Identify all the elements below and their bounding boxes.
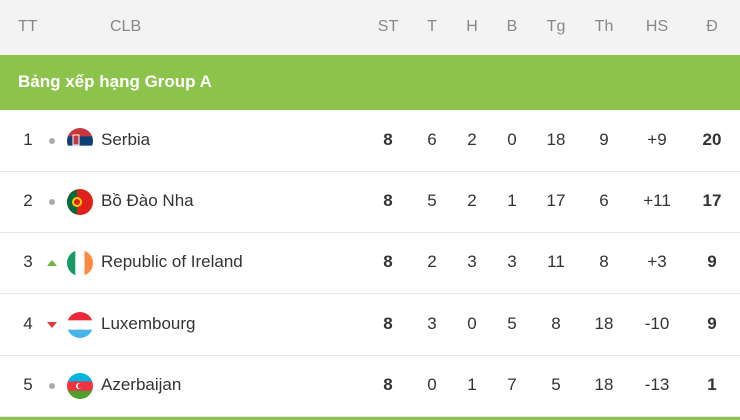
stat-cell: 8 (383, 252, 393, 272)
stat-cell: -13 (644, 374, 670, 394)
group-title: Bảng xếp hạng Group A (18, 72, 212, 91)
team-name: Republic of Ireland (101, 252, 243, 272)
stat-cell: 0 (507, 130, 517, 149)
column-header: TT (18, 18, 38, 35)
rank: 3 (23, 252, 33, 272)
column-header: Th (594, 18, 614, 35)
stat-cell: 2 (467, 191, 477, 211)
stat-cell: 2 (427, 252, 437, 272)
stat-cell: 0 (427, 374, 437, 394)
column-header: Đ (706, 18, 718, 35)
stat-cell: 2 (467, 130, 477, 149)
stat-cell: -10 (644, 313, 670, 333)
group-bar: Bảng xếp hạng Group A (0, 55, 740, 110)
stat-cell: 8 (383, 313, 393, 333)
stat-cell: 9 (707, 252, 717, 272)
team-name: Azerbaijan (101, 374, 182, 394)
column-header: H (466, 18, 478, 35)
rank: 2 (23, 191, 33, 211)
table-row: 5 Azerbaijan 8 0 1 7 5 18 -13 1 (0, 355, 740, 417)
stat-cell: 9 (707, 313, 717, 333)
stat-cell: 1 (507, 191, 517, 211)
stat-cell: 3 (467, 252, 477, 272)
stat-cell: 5 (507, 313, 517, 333)
stat-cell: 3 (427, 313, 437, 333)
stat-cell: 1 (707, 374, 717, 394)
team-name: Serbia (101, 130, 151, 149)
team-flag (67, 128, 93, 154)
stat-cell: 8 (551, 313, 561, 333)
column-header: Tg (546, 18, 566, 35)
column-header: ST (377, 18, 399, 35)
rank: 1 (23, 130, 33, 149)
bottom-line (0, 416, 740, 420)
stat-cell: +11 (643, 191, 671, 211)
stat-cell: 7 (507, 374, 517, 394)
stat-cell: +3 (647, 252, 667, 272)
stat-cell: 8 (383, 191, 393, 211)
table-row: 4 Luxembourg 8 3 0 5 8 18 -10 9 (0, 294, 740, 356)
stat-cell: +9 (647, 130, 667, 149)
team-flag (67, 189, 93, 216)
stat-cell: 20 (702, 130, 722, 149)
trend-icon (47, 321, 57, 328)
stat-cell: 8 (599, 252, 609, 272)
team-flag (67, 372, 93, 399)
team-name: Luxembourg (101, 313, 196, 333)
stat-cell: 11 (547, 252, 565, 272)
stat-cell: 17 (702, 191, 722, 211)
stat-cell: 18 (594, 374, 614, 394)
column-header: B (506, 18, 518, 35)
trend-icon (47, 260, 57, 267)
rank: 4 (23, 313, 33, 333)
stat-cell: 5 (551, 374, 561, 394)
column-header: CLB (110, 18, 142, 35)
stat-cell: 5 (427, 191, 437, 211)
table-row: 1 Serbia 8 6 2 0 18 9 +9 20 (0, 110, 740, 172)
team-flag (67, 250, 93, 277)
column-header: T (427, 18, 437, 35)
stat-cell: 8 (383, 130, 393, 149)
trend-icon (49, 138, 55, 144)
table-header: TT CLB ST T H B Tg Th HS Đ (0, 0, 740, 55)
rank: 5 (23, 374, 33, 394)
stat-cell: 6 (427, 130, 437, 149)
trend-icon (49, 199, 55, 206)
stat-cell: 8 (383, 374, 393, 394)
column-header: HS (645, 18, 669, 35)
team-flag (67, 311, 93, 338)
trend-icon (49, 382, 55, 389)
table-row: 3 Republic of Ireland 8 2 3 3 11 8 +3 9 (0, 232, 740, 295)
stat-cell: 18 (546, 130, 566, 149)
stat-cell: 6 (599, 191, 609, 211)
stat-cell: 0 (467, 313, 477, 333)
stat-cell: 1 (467, 374, 477, 394)
table-row: 2 Bồ Đào Nha 8 5 2 1 17 6 +11 17 (0, 171, 740, 234)
stat-cell: 3 (507, 252, 517, 272)
team-name: Bồ Đào Nha (101, 191, 194, 211)
stat-cell: 17 (546, 191, 566, 211)
stat-cell: 9 (599, 130, 609, 149)
stat-cell: 18 (594, 313, 614, 333)
